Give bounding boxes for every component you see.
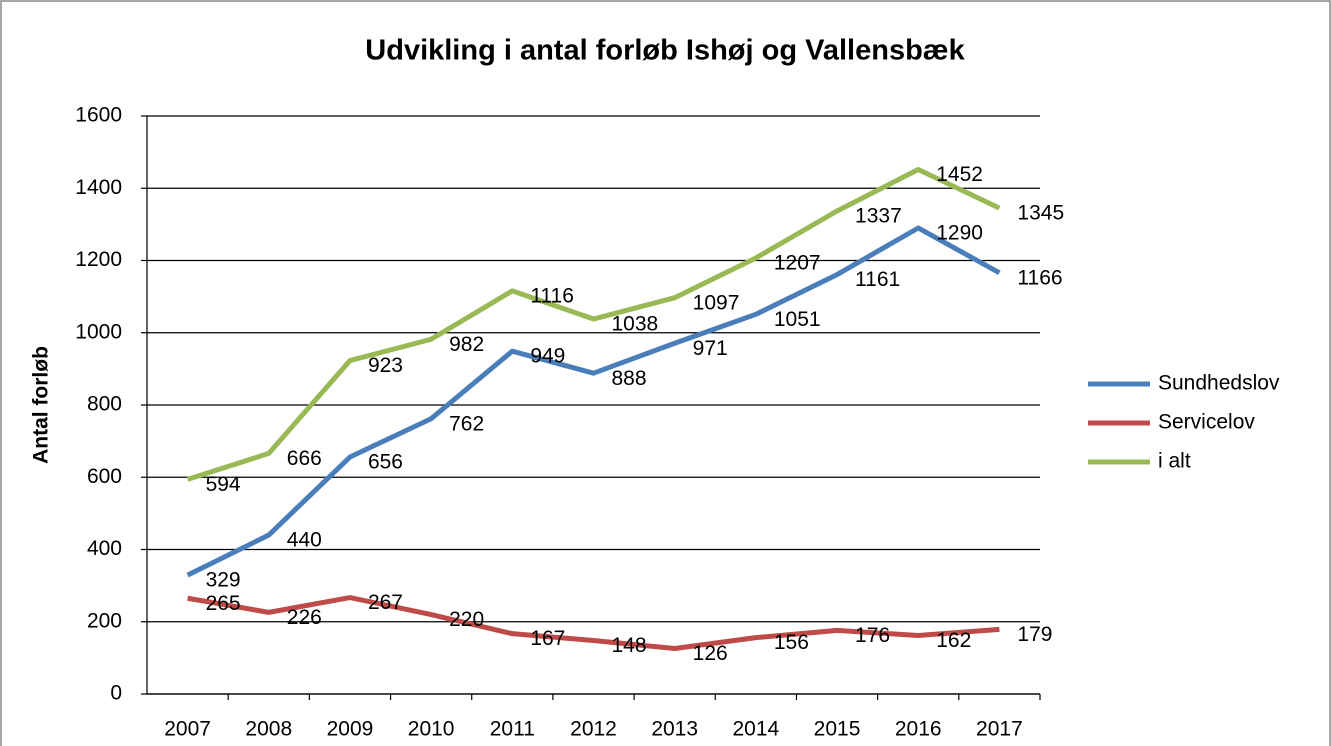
data-label: 267	[368, 591, 403, 614]
data-label: 1116	[530, 284, 574, 307]
data-label: 982	[449, 333, 484, 356]
data-label: 126	[693, 642, 728, 665]
x-tick-label: 2011	[490, 718, 535, 741]
data-label: 1166	[1017, 266, 1062, 289]
line-series	[187, 595, 1000, 651]
legend-label: i alt	[1158, 450, 1191, 473]
data-label: 971	[693, 337, 728, 360]
y-tick-label: 800	[87, 393, 122, 416]
data-label: 1097	[693, 291, 740, 314]
legend-label: Servicelov	[1158, 411, 1255, 434]
y-tick-label: 1000	[75, 320, 122, 343]
y-axis-label: Antal forløb	[30, 346, 53, 464]
data-label: 594	[206, 473, 241, 496]
data-label: 167	[530, 627, 565, 650]
data-label: 656	[368, 451, 403, 474]
data-label: 762	[449, 412, 484, 435]
data-label: 949	[530, 345, 565, 368]
y-tick-label: 1200	[75, 248, 122, 271]
data-label: 1038	[612, 313, 659, 336]
data-label: 156	[774, 631, 809, 654]
data-label: 1051	[774, 308, 821, 331]
data-label: 220	[449, 608, 484, 631]
y-tick-label: 1600	[75, 104, 122, 127]
data-label: 1345	[1017, 202, 1064, 225]
x-tick-label: 2009	[327, 718, 374, 741]
y-tick-label: 0	[110, 682, 122, 705]
data-label: 1337	[855, 205, 902, 228]
x-tick-label: 2014	[733, 718, 780, 741]
y-tick-label: 400	[87, 537, 122, 560]
data-label: 329	[206, 569, 241, 592]
data-label: 148	[612, 634, 647, 657]
data-label: 1452	[936, 163, 983, 186]
chart-title: Udvikling i antal forløb Ishøj og Vallen…	[365, 35, 965, 67]
y-tick-label: 600	[87, 465, 122, 488]
x-tick-label: 2013	[651, 718, 698, 741]
x-tick-label: 2007	[164, 718, 211, 741]
x-tick-label: 2010	[408, 718, 455, 741]
data-label: 226	[287, 606, 322, 629]
y-tick-label: 200	[87, 609, 122, 632]
data-label: 440	[287, 529, 322, 552]
data-label: 1161	[855, 268, 900, 291]
data-label: 923	[368, 354, 403, 377]
x-tick-label: 2015	[814, 718, 861, 741]
x-tick-label: 2012	[570, 718, 617, 741]
line-series	[186, 225, 1001, 578]
x-tick-label: 2008	[245, 718, 292, 741]
data-label: 1207	[774, 252, 821, 275]
data-label: 666	[287, 447, 322, 470]
legend-label: Sundhedslov	[1158, 372, 1280, 395]
data-label: 265	[206, 592, 241, 615]
x-tick-label: 2016	[895, 718, 942, 741]
data-label: 162	[936, 629, 971, 652]
data-label: 1290	[936, 222, 983, 245]
line-series	[186, 166, 1001, 482]
data-label: 888	[612, 367, 647, 390]
data-label: 176	[855, 624, 890, 647]
y-tick-label: 1400	[75, 176, 122, 199]
data-label: 179	[1017, 623, 1052, 646]
x-tick-label: 2017	[976, 718, 1023, 741]
